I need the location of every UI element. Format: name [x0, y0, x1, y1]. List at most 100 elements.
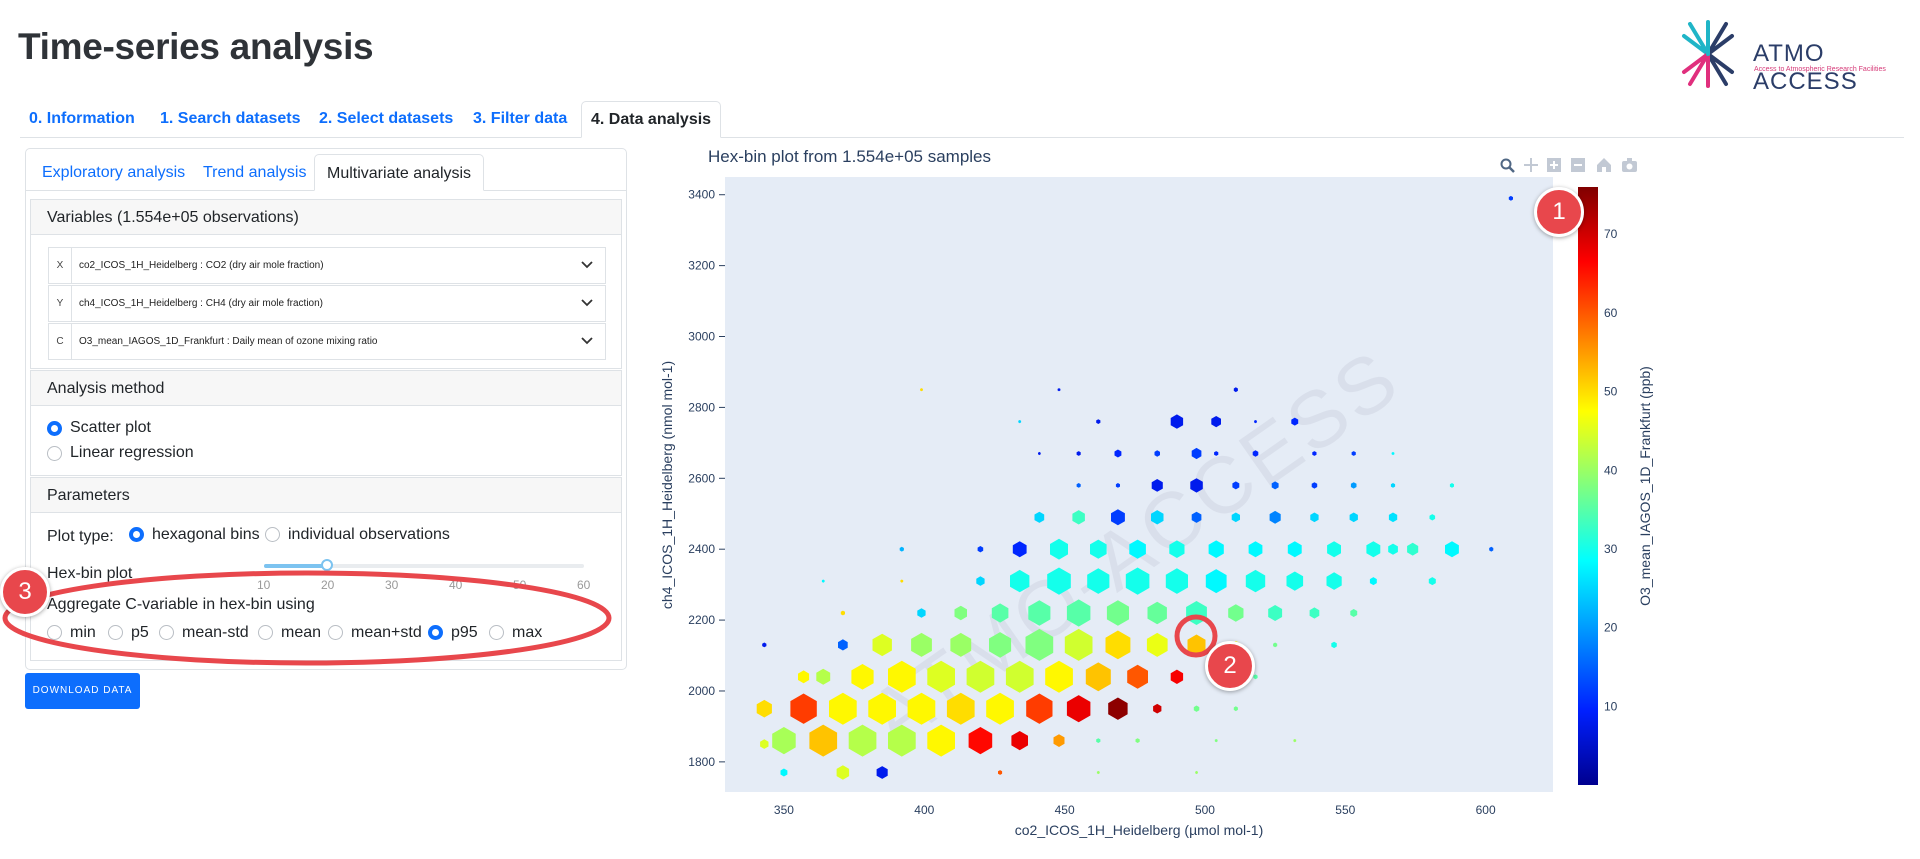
hexbin-cell — [1038, 451, 1041, 456]
zoom-out-icon[interactable] — [1571, 158, 1585, 172]
camera-icon[interactable] — [1622, 158, 1637, 172]
y-tick-label: 2600 — [688, 471, 715, 485]
hexbin-cell — [1076, 483, 1081, 488]
aggregate-p5-radio[interactable] — [108, 625, 123, 640]
hexbin-cell — [1190, 478, 1203, 493]
hexbin-cell — [888, 724, 916, 757]
tab-search-datasets[interactable]: 1. Search datasets — [160, 110, 301, 127]
hexbin-cell — [1012, 541, 1027, 558]
plot-area[interactable] — [725, 177, 1553, 792]
hexbin-cell — [1489, 546, 1494, 552]
hexbin-cell — [1233, 706, 1238, 712]
home-icon[interactable] — [1597, 158, 1611, 172]
hexbin-cell — [911, 632, 932, 657]
pan-icon[interactable] — [1524, 158, 1538, 172]
hexbin-cell — [1066, 695, 1091, 723]
c-variable-tag: C — [49, 324, 72, 359]
hexbin-cell — [848, 724, 877, 757]
hexbin-cell — [1214, 739, 1218, 743]
hexbin-cell — [1291, 417, 1299, 426]
hexbin-cell — [1085, 662, 1111, 692]
hexbin-cell — [1146, 632, 1168, 657]
hexbin-cell — [1310, 512, 1319, 523]
hexbin-cell — [1050, 538, 1068, 560]
hexbin-cell — [954, 605, 967, 621]
hexbin-cell — [977, 546, 984, 553]
hexbin-cell — [986, 692, 1014, 725]
hexbin-cell — [809, 724, 838, 757]
hexbin-chart[interactable]: Hex-bin plot from 1.554e+05 samples ATMO… — [650, 140, 1670, 850]
c-variable-select[interactable]: C O3_mean_IAGOS_1D_Frankfurt : Daily mea… — [48, 323, 606, 360]
hexbin-slider-track[interactable] — [264, 564, 584, 568]
x-variable-select[interactable]: X co2_ICOS_1H_Heidelberg : CO2 (dry air … — [48, 247, 606, 284]
tab-select-datasets[interactable]: 2. Select datasets — [319, 110, 454, 127]
hexbin-cell — [762, 642, 767, 648]
hexbin-cell — [1096, 770, 1100, 775]
hexagonal-bins-radio[interactable] — [129, 527, 144, 542]
individual-observations-radio[interactable] — [265, 527, 280, 542]
colorbar-tick-label: 30 — [1604, 542, 1618, 556]
hexbin-cell — [1233, 387, 1238, 393]
aggregate-mean-label: mean — [281, 624, 322, 641]
y-tick-label: 3000 — [688, 330, 715, 344]
tab-information[interactable]: 0. Information — [29, 110, 135, 127]
hexbin-layer — [756, 195, 1513, 780]
hexbin-cell — [1018, 420, 1022, 424]
hexbin-cell — [1028, 600, 1051, 626]
y-tick-label: 2400 — [688, 542, 715, 556]
hexbin-cell — [1293, 739, 1297, 743]
aggregate-max-radio[interactable] — [489, 625, 504, 640]
hexbin-cell — [1508, 195, 1513, 201]
linear-regression-label: Linear regression — [70, 444, 194, 461]
tab-data-analysis[interactable]: 4. Data analysis — [581, 101, 722, 138]
hexbin-cell — [1269, 510, 1281, 524]
download-data-button[interactable]: DOWNLOAD DATA — [25, 673, 140, 709]
aggregate-p95-radio[interactable] — [428, 625, 443, 640]
hexbin-cell — [1151, 479, 1163, 492]
tab-filter-data[interactable]: 3. Filter data — [473, 110, 568, 127]
colorbar-tick-label: 70 — [1604, 227, 1618, 241]
y-variable-tag: Y — [49, 286, 72, 321]
tab-exploratory-analysis[interactable]: Exploratory analysis — [42, 164, 186, 181]
hexbin-cell — [1407, 542, 1419, 556]
aggregate-mean-radio[interactable] — [258, 625, 273, 640]
tab-multivariate-analysis[interactable]: Multivariate analysis — [314, 154, 485, 191]
individual-observations-label: individual observations — [288, 526, 450, 543]
scatter-plot-radio[interactable] — [47, 421, 62, 436]
hexbin-cell — [1154, 450, 1160, 457]
aggregate-min-radio[interactable] — [47, 625, 62, 640]
hexbin-cell — [1105, 630, 1131, 660]
y-variable-select[interactable]: Y ch4_ICOS_1H_Heidelberg : CH4 (dry air … — [48, 285, 606, 322]
y-variable-value: ch4_ICOS_1H_Heidelberg : CH4 (dry air mo… — [79, 298, 323, 309]
hexbin-cell — [1010, 569, 1030, 593]
parameters-header: Parameters — [31, 478, 621, 513]
slider-tick: 20 — [321, 578, 335, 592]
hexbin-cell — [1011, 731, 1028, 751]
chevron-down-icon — [581, 261, 593, 269]
hexbin-cell — [760, 739, 769, 749]
hexbin-cell — [950, 632, 972, 657]
hexbin-cell — [1135, 738, 1140, 743]
y-tick-label: 2800 — [688, 400, 715, 414]
linear-regression-radio[interactable] — [47, 446, 62, 461]
aggregate-mean-plus-std-radio[interactable] — [328, 625, 343, 640]
aggregate-mean-plus-std-label: mean+std — [351, 624, 422, 641]
hexbin-cell — [1170, 669, 1184, 684]
hexbin-cell — [1428, 577, 1436, 586]
scatter-plot-label: Scatter plot — [70, 419, 151, 436]
aggregate-mean-std-radio[interactable] — [159, 625, 174, 640]
zoom-in-icon[interactable] — [1547, 158, 1561, 172]
hexbin-cell — [991, 603, 1009, 623]
hexbin-cell — [1114, 449, 1122, 458]
hexbin-cell — [1326, 572, 1342, 590]
hexbin-slider-handle[interactable] — [321, 559, 333, 571]
hexbin-cell — [1327, 541, 1341, 558]
hexbin-cell — [1388, 543, 1398, 555]
hexbin-cell — [1193, 705, 1200, 712]
hexbin-cell — [1286, 571, 1304, 591]
hexbin-cell — [1108, 697, 1128, 720]
hexbin-cell — [1231, 512, 1240, 523]
hexbin-cell — [1248, 541, 1263, 558]
tab-trend-analysis[interactable]: Trend analysis — [203, 164, 307, 181]
zoom-icon[interactable] — [1500, 158, 1515, 173]
